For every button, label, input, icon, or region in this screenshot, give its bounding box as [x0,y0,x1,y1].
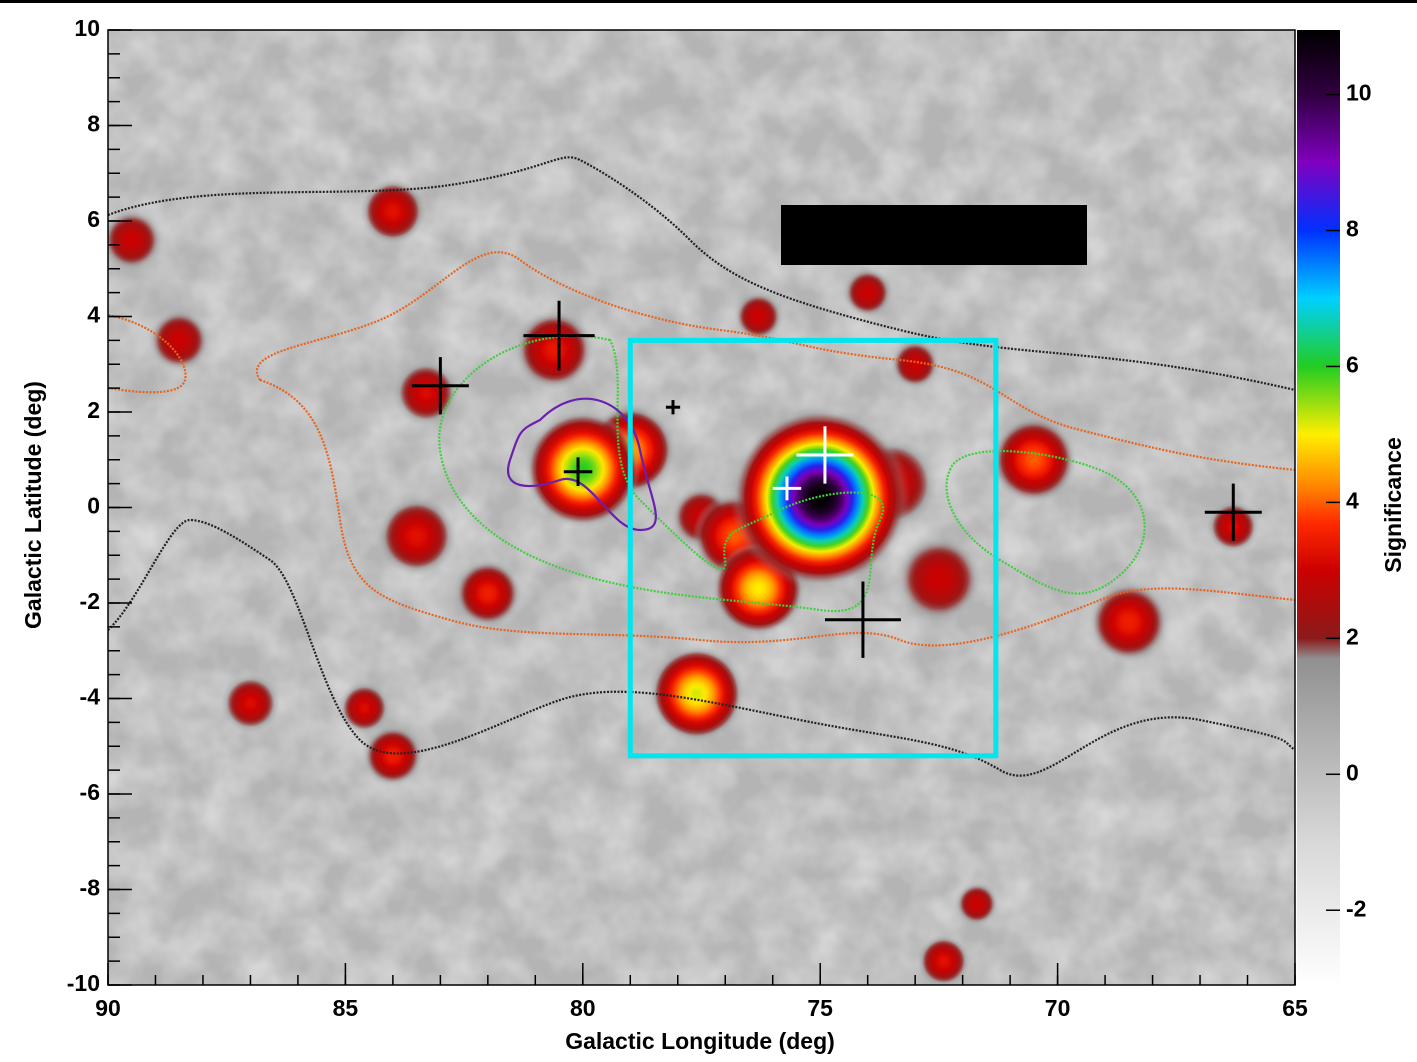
y-tick-label: 4 [87,302,100,328]
colorbar [1297,30,1340,985]
colorbar-tick-label: 0 [1346,759,1359,785]
colorbar-tick-label: 10 [1346,80,1372,106]
hotspot [329,691,457,820]
hotspot [887,904,1001,1019]
y-tick-label: 6 [87,206,100,232]
x-axis-label: Galactic Longitude (deg) [565,1028,835,1054]
hotspot [61,168,203,311]
y-axis-label: Galactic Latitude (deg) [20,381,46,629]
colorbar-tick-label: 4 [1346,487,1359,513]
top-border [0,0,1417,3]
hotspot [702,259,816,374]
x-tick-label: 90 [95,995,121,1021]
hotspot [186,639,314,768]
hotspot [948,374,1119,546]
y-tick-label: -8 [80,875,101,901]
x-tick-label: 80 [570,995,596,1021]
x-tick-label: 70 [1045,995,1071,1021]
y-tick-label: -6 [80,779,100,805]
annotation: 8x8 deg FoV [834,215,1035,253]
y-tick-label: 10 [74,15,100,41]
y-tick-label: -2 [80,588,100,614]
y-tick-label: 0 [87,493,100,519]
y-tick-label: 8 [87,111,100,137]
colorbar-tick-label: 8 [1346,216,1359,242]
hotspot [692,369,948,627]
y-tick-label: -10 [67,970,100,996]
colorbar-label: Significance [1380,437,1406,572]
colorbar-tick-label: 6 [1346,352,1359,378]
hotspot [322,140,464,283]
y-tick-label: 2 [87,397,100,423]
hotspot [1043,536,1214,708]
x-tick-label: 85 [333,995,359,1021]
plot-area [61,30,1295,1018]
x-tick-label: 75 [807,995,833,1021]
x-tick-label: 65 [1282,995,1308,1021]
colorbar-tick-label: -2 [1346,895,1366,921]
chart: 908580757065-10-8-6-4-20246810-20246810 … [0,0,1417,1062]
y-tick-label: -4 [80,684,101,710]
colorbar-tick-label: 2 [1346,623,1359,649]
